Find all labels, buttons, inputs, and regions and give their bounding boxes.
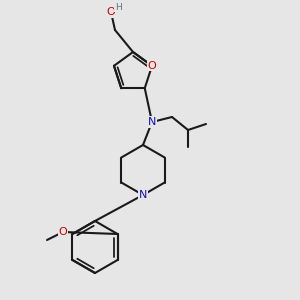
Text: O: O	[58, 227, 68, 237]
Text: O: O	[106, 7, 116, 17]
Text: N: N	[148, 117, 156, 127]
Text: O: O	[148, 61, 156, 71]
Text: N: N	[139, 190, 147, 200]
Text: H: H	[115, 2, 122, 11]
